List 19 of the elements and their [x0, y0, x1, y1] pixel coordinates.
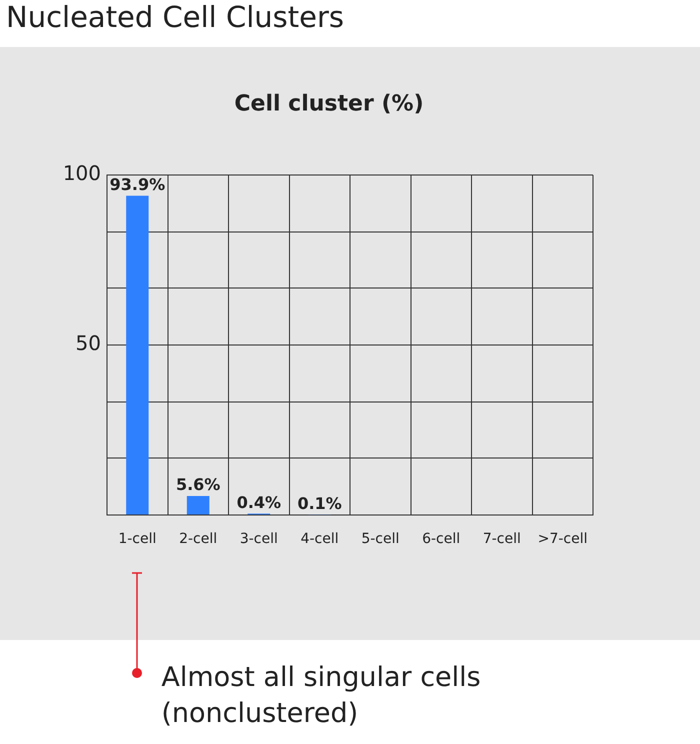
x-tick-label: 2-cell — [179, 531, 218, 548]
data-label: 0.1% — [297, 494, 342, 513]
x-tick-label: 5-cell — [361, 531, 400, 548]
chart-title: Nucleated Cell Clusters — [6, 0, 344, 34]
y-tick-label: 50 — [76, 331, 101, 356]
x-tick-label: 4-cell — [300, 531, 339, 548]
x-tick-label: 3-cell — [240, 531, 278, 548]
x-tick-label: 6-cell — [422, 531, 460, 548]
y-tick-label: 100 — [62, 161, 101, 186]
data-label: 5.6% — [176, 475, 220, 494]
text: Almost all singular cells (nonclustered) — [161, 661, 482, 731]
bar — [126, 196, 149, 514]
x-tick-label: 1-cell — [118, 531, 156, 548]
data-label: 93.9% — [110, 174, 166, 194]
chart-subtitle: Cell cluster (%) — [234, 92, 424, 117]
data-label: 0.4% — [236, 492, 282, 512]
bar — [186, 496, 210, 514]
x-tick-label: >7-cell — [538, 531, 588, 548]
x-tick-label: 7-cell — [482, 531, 521, 548]
